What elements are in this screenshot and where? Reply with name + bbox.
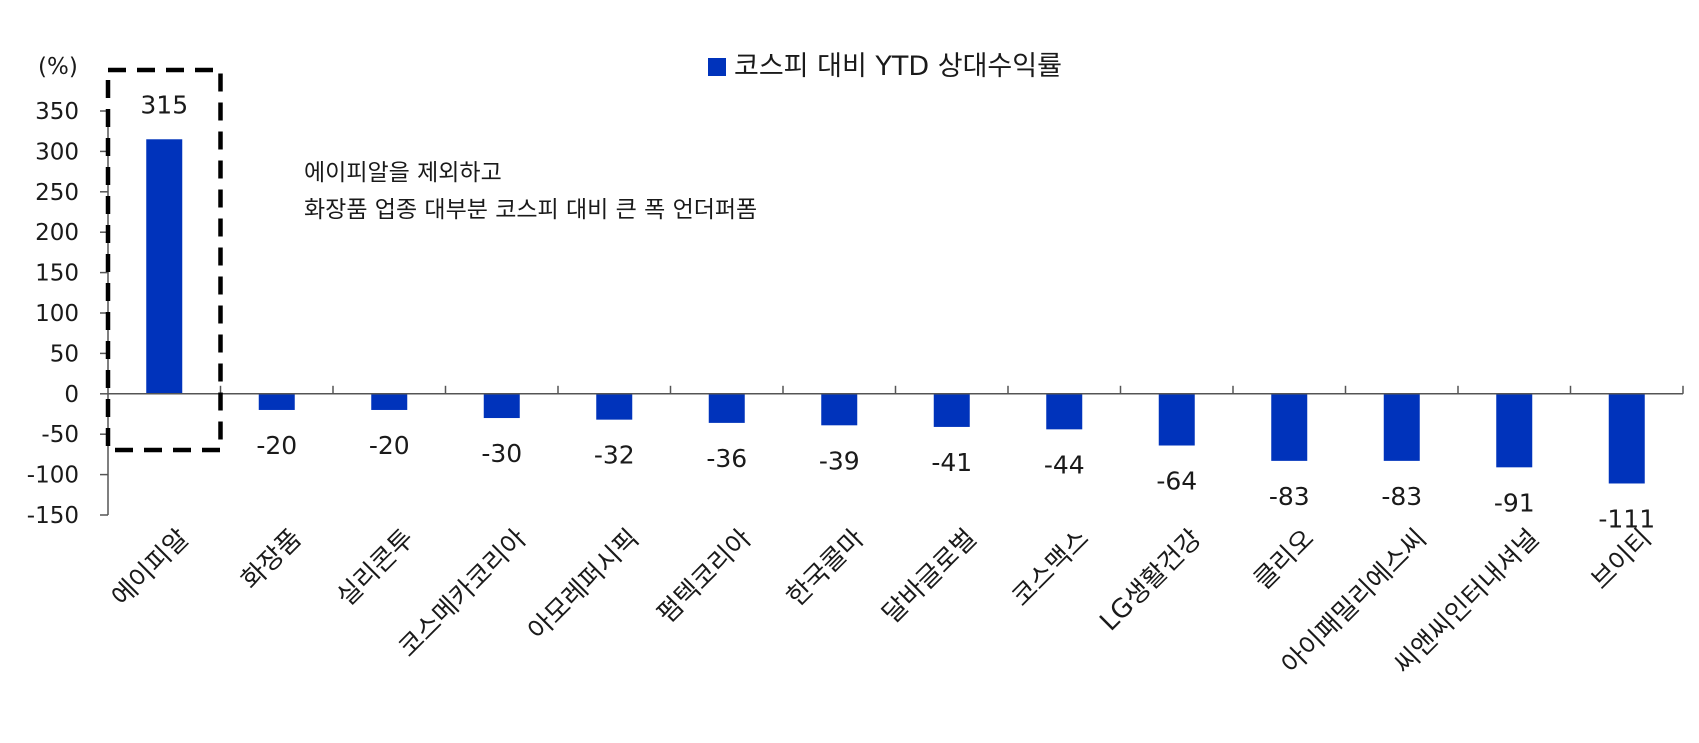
y-tick-label: -50	[41, 422, 79, 448]
bar	[1608, 393, 1645, 484]
category-label: 한국콜마	[781, 524, 870, 613]
y-tick-label: 350	[35, 99, 79, 125]
bar	[1158, 393, 1195, 446]
data-labels: 315 -20 -20 -30 -32 -36 -39 -41 -44 -64 -83 -83 -91 -…	[140, 90, 1655, 533]
data-label: 315	[140, 90, 188, 119]
bar	[708, 393, 745, 423]
bar	[146, 139, 183, 394]
bar	[1496, 393, 1533, 468]
y-tick-label: 50	[50, 341, 79, 367]
annotation-line-2: 화장품 업종 대부분 코스피 대비 큰 폭 언더퍼폼	[304, 197, 757, 223]
category-label: 화장품	[236, 524, 308, 596]
y-tick-label: -100	[27, 463, 79, 489]
bar	[596, 393, 633, 420]
category-label: 달바글로벌	[877, 524, 983, 630]
y-tick-label: 0	[64, 382, 79, 408]
category-label: 코스맥스	[1006, 524, 1095, 613]
y-axis-ticks: 350 300 250 200 150 100 50 0 -50 -100 -150	[27, 99, 79, 529]
data-label: -30	[481, 439, 522, 468]
data-label: -39	[819, 446, 860, 475]
y-axis-unit-label: (%)	[38, 54, 78, 80]
data-label: -111	[1598, 504, 1655, 533]
y-tick-label: 100	[35, 301, 79, 327]
bar	[1271, 393, 1308, 461]
category-label: LG생활건강	[1094, 524, 1207, 637]
y-tick-label: 250	[35, 180, 79, 206]
data-label: -83	[1269, 482, 1310, 511]
y-tick-label: 200	[35, 220, 79, 246]
bar	[1383, 393, 1420, 461]
category-label: 브이티	[1586, 524, 1658, 596]
data-label: -32	[594, 441, 635, 470]
data-label: -20	[256, 431, 297, 460]
data-label: -44	[1044, 450, 1085, 479]
bar	[1046, 393, 1083, 430]
category-label: 에이피알	[106, 524, 195, 613]
bar	[483, 393, 520, 419]
y-tick-label: 300	[35, 139, 79, 165]
legend-swatch	[708, 58, 726, 76]
legend: 코스피 대비 YTD 상대수익률	[708, 51, 1062, 82]
category-label: 실리콘투	[331, 524, 420, 613]
bar	[371, 393, 408, 410]
legend-label: 코스피 대비 YTD 상대수익률	[734, 51, 1062, 82]
bar	[821, 393, 858, 426]
highlight-box	[105, 67, 223, 453]
data-label: -83	[1381, 482, 1422, 511]
data-label: -36	[706, 444, 747, 473]
category-label: 클리오	[1248, 524, 1320, 596]
category-label: 펌텍코리아	[652, 524, 758, 630]
y-tick-label: 150	[35, 261, 79, 287]
data-label: -91	[1494, 488, 1535, 517]
annotation-line-1: 에이피알을 제외하고	[304, 160, 502, 186]
bar	[933, 393, 970, 427]
y-tick-label: -150	[27, 503, 79, 529]
bar	[258, 393, 295, 410]
category-label: 아모레퍼시픽	[522, 524, 645, 647]
data-label: -20	[369, 431, 410, 460]
data-label: -41	[931, 448, 972, 477]
bars	[146, 139, 1645, 484]
data-label: -64	[1156, 467, 1197, 496]
